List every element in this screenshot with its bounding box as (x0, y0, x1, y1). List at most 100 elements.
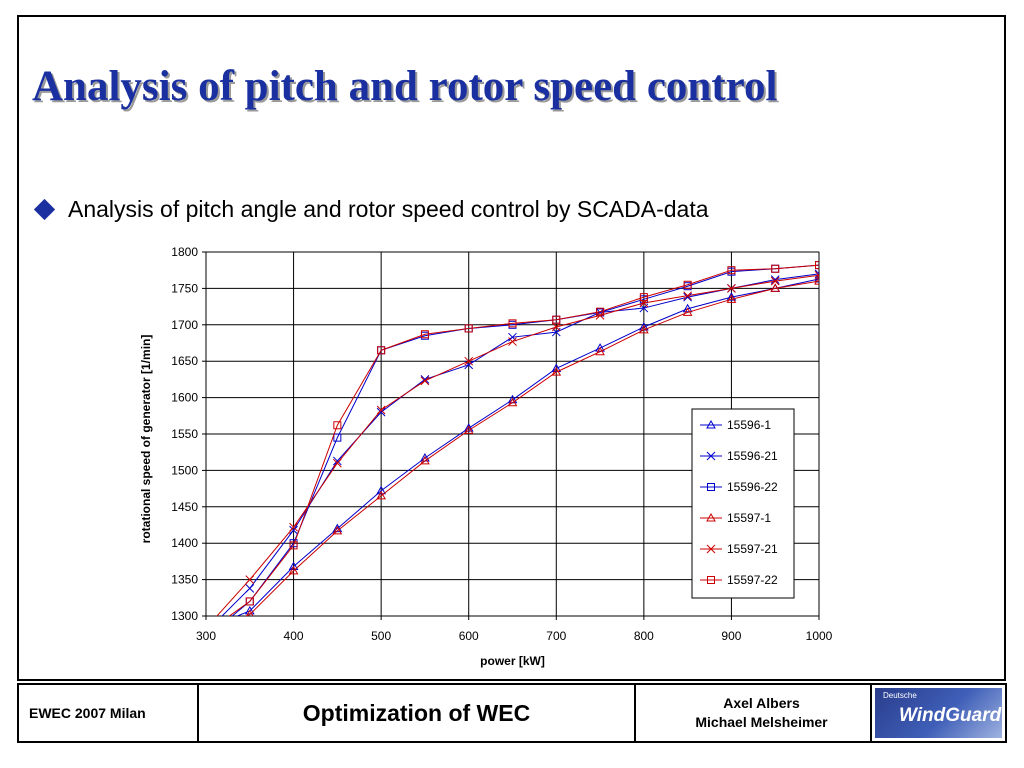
footer-event: EWEC 2007 Milan (19, 685, 199, 741)
legend-box (691, 408, 795, 599)
footer-topic-text: Optimization of WEC (302, 699, 531, 726)
x-marker (376, 405, 386, 415)
square-marker (639, 293, 648, 302)
x-marker (814, 270, 819, 280)
triangle-marker (682, 303, 693, 313)
y-tick-label: 1400 (171, 536, 198, 550)
legend-label: 15596-21 (727, 449, 778, 463)
legend: 15596-1 15596-21 15596-22 15597-1 15597-21 15… (691, 408, 795, 599)
legend-item: 15597-21 (700, 542, 778, 556)
triangle-marker (726, 292, 737, 301)
legend-label: 15596-22 (727, 480, 778, 494)
square-marker (552, 315, 561, 324)
legend-item: 15597-1 (700, 511, 771, 525)
legend-item: 15597-22 (700, 573, 778, 587)
x-marker (706, 451, 716, 461)
x-marker (376, 407, 386, 417)
y-tick-label: 1600 (171, 391, 198, 405)
y-tick-label: 1700 (171, 318, 198, 332)
square-marker (333, 421, 342, 430)
triangle-marker (770, 283, 781, 292)
series-line (245, 280, 819, 616)
footer-event-text: EWEC 2007 Milan (29, 705, 146, 721)
bullet-item: Analysis of pitch angle and rotor speed … (33, 196, 709, 223)
x-axis-label: power [kW] (480, 654, 545, 668)
x-marker (464, 356, 474, 366)
square-marker (377, 346, 386, 355)
triangle-marker (551, 363, 562, 372)
legend-item: 15596-1 (700, 418, 771, 432)
x-marker (770, 276, 780, 286)
x-tick-label: 500 (371, 629, 391, 643)
y-tick-label: 1500 (171, 463, 198, 477)
triangle-marker (551, 367, 562, 376)
x-marker (289, 525, 298, 535)
y-tick-label: 1750 (171, 281, 198, 295)
legend-label: 15597-1 (727, 511, 771, 525)
square-marker (727, 266, 736, 275)
series-15597-22 (228, 261, 819, 616)
y-tick-label: 1550 (171, 427, 198, 441)
y-tick-label: 1650 (171, 354, 198, 368)
x-marker (814, 269, 819, 279)
triangle-marker (814, 273, 819, 283)
diamond-bullet-icon (33, 198, 56, 221)
triangle-marker (463, 425, 474, 434)
triangle-marker (246, 609, 254, 616)
triangle-marker (706, 419, 716, 429)
x-tick-label: 1000 (806, 629, 833, 643)
x-marker (551, 322, 561, 332)
legend-label: 15597-22 (727, 573, 778, 587)
x-marker (683, 291, 692, 301)
triangle-marker (638, 324, 649, 334)
square-marker (596, 307, 605, 316)
x-tick-label: 600 (459, 629, 479, 643)
footer-topic: Optimization of WEC (199, 685, 636, 741)
triangle-marker (332, 525, 343, 535)
x-tick-label: 700 (546, 629, 566, 643)
series-line (231, 264, 819, 616)
x-tick-label: 900 (721, 629, 741, 643)
x-marker (333, 458, 342, 468)
triangle-marker (595, 346, 605, 356)
triangle-marker (288, 565, 299, 575)
x-marker (508, 332, 517, 342)
x-marker (420, 376, 430, 386)
y-tick-label: 1800 (171, 245, 198, 259)
line-chart: 1300 1350 1400 1450 1500 1550 1600 1650 1700 1750… (130, 240, 840, 675)
y-tick-label: 1350 (171, 573, 198, 587)
triangle-marker (420, 455, 430, 465)
x-marker (333, 456, 342, 466)
y-axis-label: rotational speed of generator [1/min] (139, 335, 153, 544)
legend-label: 15596-1 (727, 418, 771, 432)
series-line (228, 264, 819, 616)
x-marker (727, 284, 736, 293)
square-marker (420, 330, 429, 339)
x-marker (683, 292, 692, 302)
x-marker (508, 337, 517, 346)
legend-item: 15596-21 (700, 449, 778, 463)
triangle-marker (332, 523, 343, 533)
square-marker (707, 576, 715, 584)
windguard-logo: Deutsche WindGuard (875, 688, 1002, 738)
square-marker (289, 541, 298, 550)
square-marker (508, 319, 517, 328)
series-line (235, 278, 819, 616)
x-marker (706, 544, 716, 554)
legend-label: 15597-21 (727, 542, 778, 556)
triangle-marker (814, 276, 819, 285)
square-marker (707, 483, 715, 491)
triangle-marker (376, 485, 387, 495)
triangle-marker (507, 397, 518, 407)
triangle-marker (463, 423, 474, 432)
footer-logo-cell: Deutsche WindGuard (872, 685, 1005, 741)
square-marker (683, 280, 692, 289)
x-marker (289, 522, 298, 532)
square-marker (333, 433, 342, 442)
footer-authors: Axel Albers Michael Melsheimer (636, 685, 872, 741)
triangle-marker (706, 512, 716, 522)
series-group (216, 261, 819, 616)
square-marker (464, 324, 473, 333)
x-marker (245, 575, 255, 584)
x-tick-label: 800 (634, 629, 654, 643)
